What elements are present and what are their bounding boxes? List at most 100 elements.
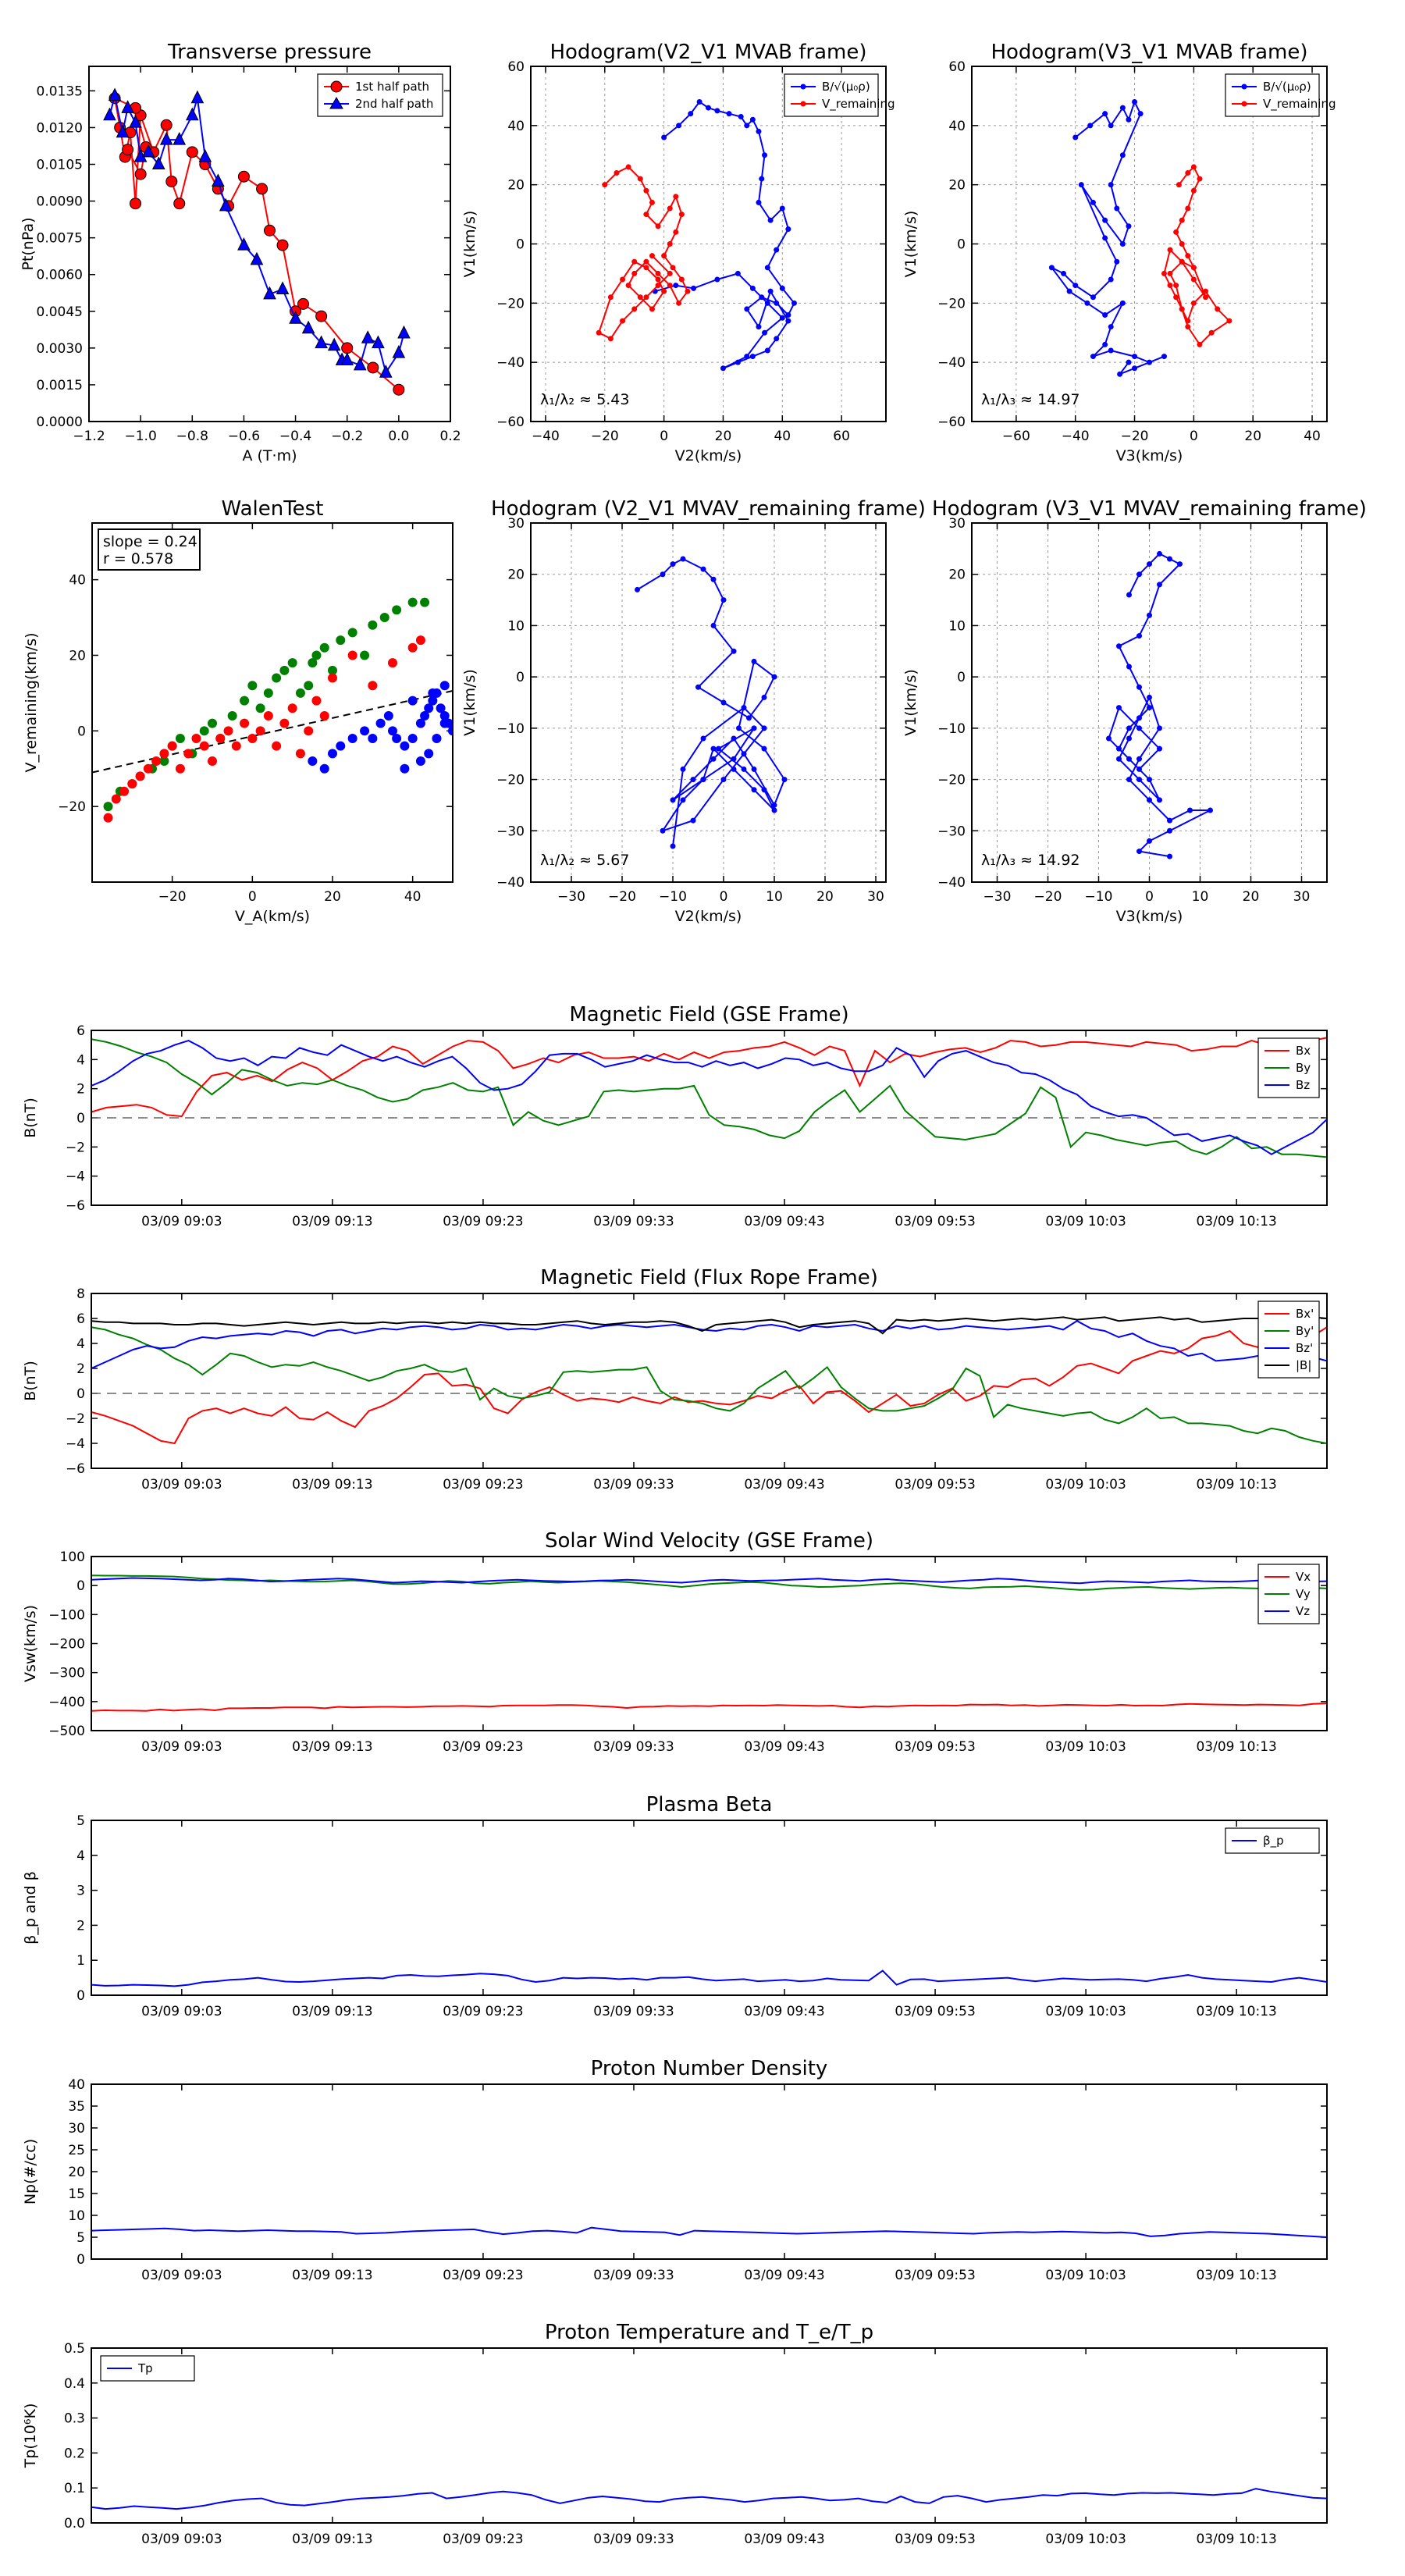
data-point <box>173 197 186 210</box>
plot-frame <box>530 66 887 422</box>
series-line <box>91 2488 1327 2510</box>
x-tick-label: 10 <box>1192 889 1209 905</box>
y-tick-label: 0.5 <box>64 2341 85 2357</box>
x-tick-label: 0 <box>720 889 728 905</box>
data-point <box>1173 229 1179 235</box>
y-tick-label: 2 <box>76 1361 85 1377</box>
plot-frame <box>91 522 454 883</box>
data-point <box>212 173 225 187</box>
data-point <box>1157 745 1162 752</box>
data-point <box>1114 258 1120 265</box>
x-tick-label: 30 <box>867 889 884 905</box>
legend-marker <box>800 101 806 107</box>
legend-label: Tp <box>137 2361 153 2375</box>
data-point <box>667 205 673 212</box>
data-point <box>223 726 233 736</box>
data-point <box>159 132 173 145</box>
data-point <box>667 283 673 289</box>
chart-hodo3: −30 −20 −10 0 10 20 30−40−30−20−100102030Hodog… <box>461 497 926 925</box>
chart-hodo2: −60 −40 −20 0 20 40 −60 −40 −20 0 20 40 60 Hodogram(V… <box>902 41 1336 464</box>
data-point <box>1161 270 1167 276</box>
chart-title: Proton Number Density <box>591 2057 828 2080</box>
data-point <box>607 294 614 301</box>
data-point <box>1167 283 1173 289</box>
data-point <box>1167 853 1172 859</box>
x-tick-label: 0 <box>660 429 668 444</box>
data-point <box>263 688 273 698</box>
data-point <box>602 182 608 188</box>
data-point <box>735 359 741 365</box>
plot-frame <box>530 522 887 883</box>
y-tick-label: 20 <box>507 178 525 194</box>
y-axis-label: B(nT) <box>22 1361 39 1401</box>
plot-frame <box>91 2083 1328 2260</box>
data-point <box>400 741 410 751</box>
y-tick-label: −60 <box>496 415 525 430</box>
data-point <box>276 281 290 295</box>
series-line <box>1163 165 1231 346</box>
data-point <box>439 710 450 720</box>
data-point <box>1126 664 1132 670</box>
y-tick-label: 100 <box>60 1550 85 1565</box>
annotation-box <box>98 528 201 571</box>
y-tick-label: 2 <box>76 1918 85 1934</box>
y-axis-label: V1(km/s) <box>902 211 919 278</box>
data-point <box>1176 182 1182 188</box>
data-point <box>631 306 638 312</box>
y-tick-label: 0 <box>77 724 86 739</box>
data-point <box>250 251 264 265</box>
x-tick-label: 03/09 09:53 <box>895 2532 975 2547</box>
y-tick-label: −20 <box>496 773 525 788</box>
data-point <box>1108 276 1114 283</box>
data-point <box>1147 777 1152 783</box>
series-line <box>655 101 795 369</box>
data-point <box>297 297 309 310</box>
x-tick-label: 03/09 10:13 <box>1196 1739 1276 1755</box>
x-tick-label: 03/09 10:03 <box>1045 1739 1126 1755</box>
data-point <box>655 223 661 229</box>
x-tick-label: 20 <box>816 889 834 905</box>
legend-label: Bz' <box>1296 1341 1313 1355</box>
data-point <box>731 648 737 654</box>
data-point <box>1116 756 1122 762</box>
data-point <box>741 705 747 711</box>
data-point <box>1136 756 1142 762</box>
data-point <box>315 310 328 322</box>
data-point <box>388 658 397 668</box>
series-line <box>91 1577 1327 1585</box>
x-tick-label: 03/09 09:33 <box>593 2004 674 2019</box>
data-point <box>661 288 667 294</box>
chart-tp: 03/09 09:03 03/09 09:13 03/09 09:23 03/09 0… <box>22 2321 1328 2547</box>
y-tick-label: 0.0045 <box>37 304 83 320</box>
data-point <box>1126 725 1132 731</box>
x-tick-label: 03/09 09:23 <box>443 1739 523 1755</box>
data-point <box>764 265 770 271</box>
data-point <box>1167 247 1173 253</box>
y-tick-label: 0.0090 <box>37 194 83 210</box>
data-point <box>1136 684 1142 690</box>
y-tick-label: 40 <box>69 573 86 589</box>
x-tick-label: 60 <box>833 429 850 444</box>
data-point <box>1147 838 1152 844</box>
data-point <box>764 347 770 354</box>
y-tick-label: −200 <box>48 1637 85 1653</box>
data-point <box>219 197 233 212</box>
data-point <box>1090 354 1096 360</box>
data-point <box>1157 725 1162 731</box>
data-point <box>263 286 276 300</box>
chart-vel: 03/09 09:03 03/09 09:13 03/09 09:23 03/09 0… <box>22 1529 1328 1755</box>
plot-area <box>91 1316 1327 1445</box>
data-point <box>774 247 780 253</box>
annotation: r = 0.578 <box>103 550 173 568</box>
x-tick-label: 03/09 09:03 <box>141 2532 222 2547</box>
y-axis-label: B(nT) <box>22 1098 39 1138</box>
data-point <box>308 658 318 668</box>
y-tick-label: 40 <box>948 119 966 134</box>
data-point <box>231 741 241 751</box>
y-tick-label: 5 <box>76 1813 85 1829</box>
y-tick-label: 5 <box>76 2230 85 2246</box>
legend-label: By' <box>1296 1324 1314 1338</box>
data-point <box>375 718 386 728</box>
data-point <box>735 270 741 276</box>
plot-area <box>91 2488 1327 2510</box>
